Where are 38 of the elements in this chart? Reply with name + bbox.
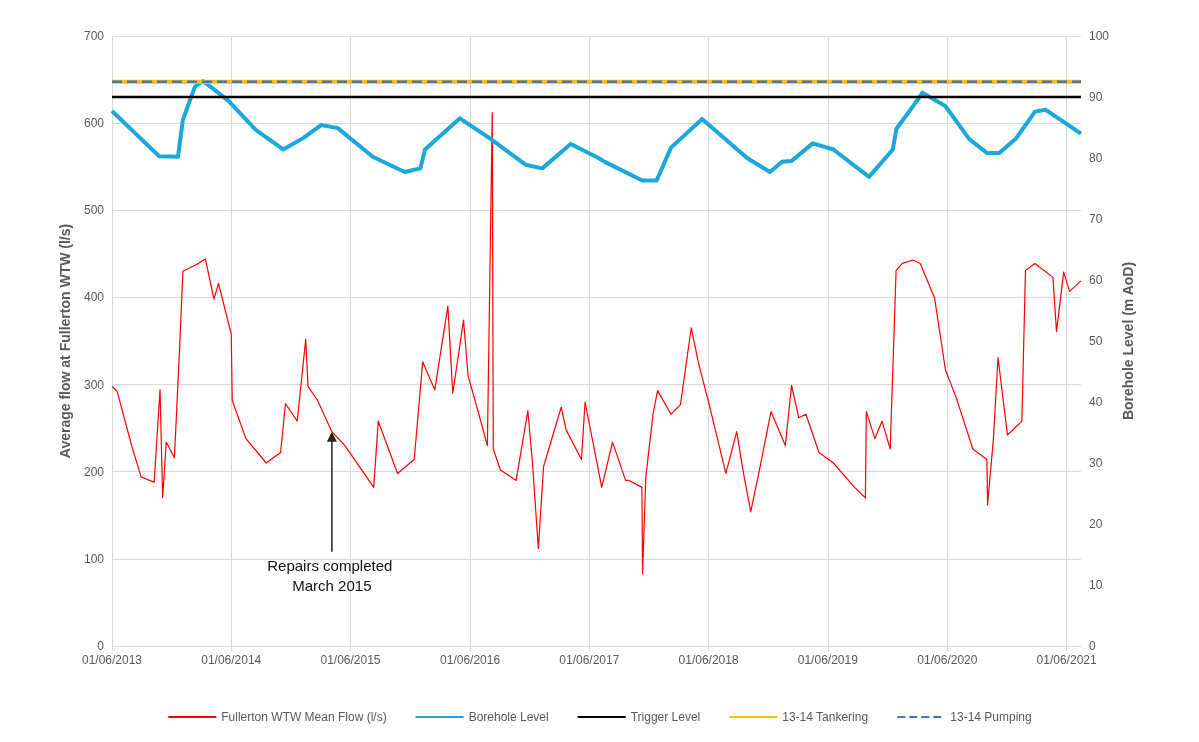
legend-label: Fullerton WTW Mean Flow (l/s) [221, 710, 387, 724]
y2-tick-label: 70 [1089, 212, 1103, 226]
y-tick-label: 0 [97, 639, 105, 653]
y2-tick-label: 80 [1089, 151, 1103, 165]
y-tick-label: 500 [83, 203, 105, 218]
line-series [111, 112, 1082, 575]
line-series [110, 79, 1083, 183]
x-tick-label: 01/06/2017 [559, 653, 620, 667]
y2-tick-label: 60 [1089, 273, 1103, 287]
x-tick-label: 01/06/2019 [797, 653, 859, 667]
y-tick-label: 200 [83, 464, 105, 479]
y-tick-label: 100 [83, 551, 105, 566]
x-tick-label: 01/06/2020 [917, 653, 978, 667]
legend-label: 13-14 Pumping [950, 710, 1032, 724]
y-tick-label: 700 [83, 29, 105, 43]
y2-tick-label: 0 [1089, 639, 1096, 653]
x-tick-label: 01/06/2021 [1036, 653, 1097, 667]
y2-tick-label: 30 [1089, 456, 1103, 470]
legend-label: Borehole Level [468, 710, 549, 724]
x-tick-label: 01/06/2018 [678, 653, 739, 667]
annotation: Repairs completed March 2015 [267, 557, 397, 595]
y2-tick-label: 90 [1089, 90, 1103, 104]
x-tick-label: 01/06/2014 [201, 653, 262, 667]
y2-tick-label: 40 [1089, 395, 1103, 409]
y-tick-label: 600 [83, 116, 105, 131]
y2-tick-label: 50 [1089, 334, 1103, 348]
x-tick-label: 01/06/2016 [440, 653, 501, 667]
y2-tick-label: 20 [1089, 517, 1103, 531]
legend-label: Trigger Level [630, 710, 701, 724]
y2-tick-label: 100 [1089, 29, 1110, 43]
y-tick-label: 300 [83, 377, 105, 392]
x-tick-label: 01/06/2015 [320, 653, 381, 667]
y2-tick-label: 10 [1089, 578, 1103, 592]
y2-axis-title: Borehole Level (m AoD) [1120, 261, 1136, 421]
x-tick-label: 01/06/2013 [81, 653, 143, 667]
y-tick-label: 400 [83, 290, 105, 305]
legend-label: 13-14 Tankering [782, 710, 869, 724]
y-axis-title: Average flow at Fullerton WTW (l/s) [57, 223, 73, 459]
